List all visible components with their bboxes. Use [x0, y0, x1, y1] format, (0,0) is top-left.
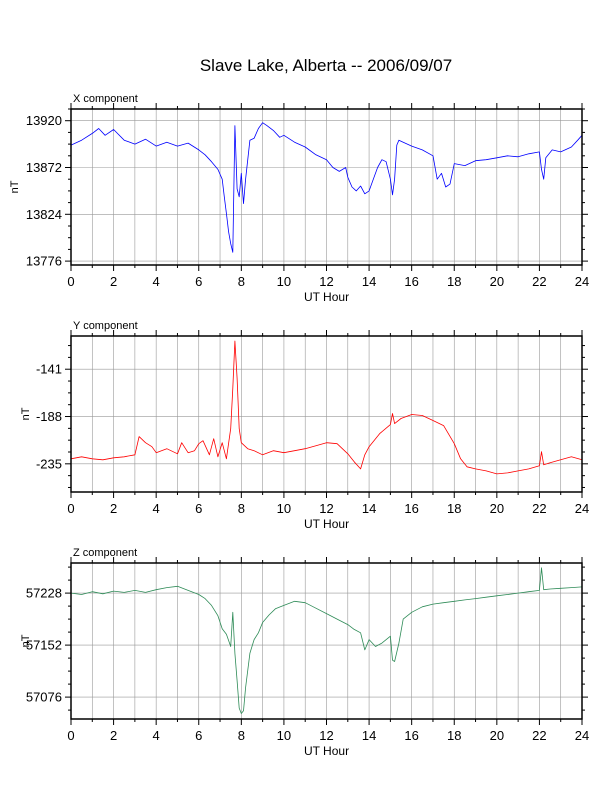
x-tick-label: 10	[277, 274, 291, 289]
x-tick-label: 6	[195, 501, 202, 516]
x-tick-label: 2	[110, 501, 117, 516]
y-tick-label: -235	[36, 456, 62, 471]
y-tick-label: 13920	[26, 113, 62, 128]
x-tick-label: 24	[575, 728, 589, 743]
x-tick-label: 8	[238, 728, 245, 743]
x-tick-label: 16	[404, 728, 418, 743]
panel-title: X component	[73, 93, 138, 105]
y-axis-label: nT	[20, 634, 32, 647]
y-tick-label: -188	[36, 409, 62, 424]
x-tick-label: 12	[319, 728, 333, 743]
x-axis-label: UT Hour	[304, 290, 349, 304]
x-tick-label: 16	[404, 274, 418, 289]
x-tick-label: 14	[362, 501, 376, 516]
x-tick-label: 24	[575, 501, 589, 516]
y-tick-label: 13776	[26, 254, 62, 269]
x-tick-label: 8	[238, 274, 245, 289]
x-tick-label: 10	[277, 728, 291, 743]
y-tick-label: 13824	[26, 207, 62, 222]
x-tick-label: 2	[110, 274, 117, 289]
series-line	[70, 122, 583, 253]
x-tick-label: 2	[110, 728, 117, 743]
panel-title: Z component	[73, 547, 137, 559]
y-tick-label: 57076	[26, 690, 62, 705]
x-tick-label: 20	[490, 728, 504, 743]
x-tick-label: 4	[153, 728, 160, 743]
y-tick-label: 57228	[26, 586, 62, 601]
y-axis-label: nT	[20, 407, 32, 420]
x-tick-label: 22	[532, 728, 546, 743]
x-tick-label: 12	[319, 501, 333, 516]
x-axis-label: UT Hour	[304, 744, 349, 758]
x-tick-label: 10	[277, 501, 291, 516]
x-tick-label: 4	[153, 274, 160, 289]
y-tick-label: 13872	[26, 160, 62, 175]
page-title: Slave Lake, Alberta -- 2006/09/07	[199, 56, 453, 75]
x-tick-label: 0	[67, 274, 74, 289]
x-tick-label: 0	[67, 728, 74, 743]
y-tick-label: -141	[36, 362, 62, 377]
x-tick-label: 0	[67, 501, 74, 516]
series-line	[70, 340, 583, 475]
x-tick-label: 8	[238, 501, 245, 516]
x-tick-label: 4	[153, 501, 160, 516]
x-tick-label: 24	[575, 274, 589, 289]
x-tick-label: 20	[490, 501, 504, 516]
x-tick-label: 18	[447, 274, 461, 289]
x-tick-label: 22	[532, 501, 546, 516]
x-axis-label: UT Hour	[304, 517, 349, 531]
x-tick-label: 14	[362, 728, 376, 743]
x-tick-label: 6	[195, 728, 202, 743]
series-line	[70, 567, 583, 714]
x-tick-label: 22	[532, 274, 546, 289]
x-tick-label: 14	[362, 274, 376, 289]
plot-frame	[70, 335, 583, 493]
panel-title: Y component	[73, 320, 138, 332]
plot-frame	[70, 562, 583, 720]
y-axis-label: nT	[9, 180, 21, 193]
plot-frame	[70, 108, 583, 266]
x-tick-label: 18	[447, 501, 461, 516]
x-tick-label: 18	[447, 728, 461, 743]
y-tick-label: 57152	[26, 638, 62, 653]
x-tick-label: 20	[490, 274, 504, 289]
x-tick-label: 16	[404, 501, 418, 516]
x-tick-label: 12	[319, 274, 333, 289]
x-tick-label: 6	[195, 274, 202, 289]
